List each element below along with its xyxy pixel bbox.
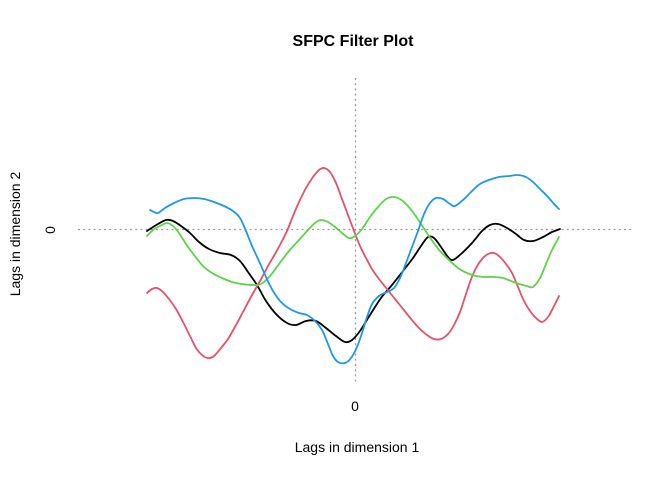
plot-title: SFPC Filter Plot (292, 33, 414, 50)
y-axis-label: Lags in dimension 2 (7, 171, 23, 297)
y-axis-tick-label: 0 (42, 226, 58, 234)
series-line-red (146, 167, 560, 359)
x-axis-tick-label: 0 (351, 398, 359, 414)
series-line-black (146, 218, 561, 344)
x-axis-label: Lags in dimension 1 (294, 439, 420, 455)
series-line-blue (149, 174, 560, 365)
series-line-green (146, 196, 560, 289)
